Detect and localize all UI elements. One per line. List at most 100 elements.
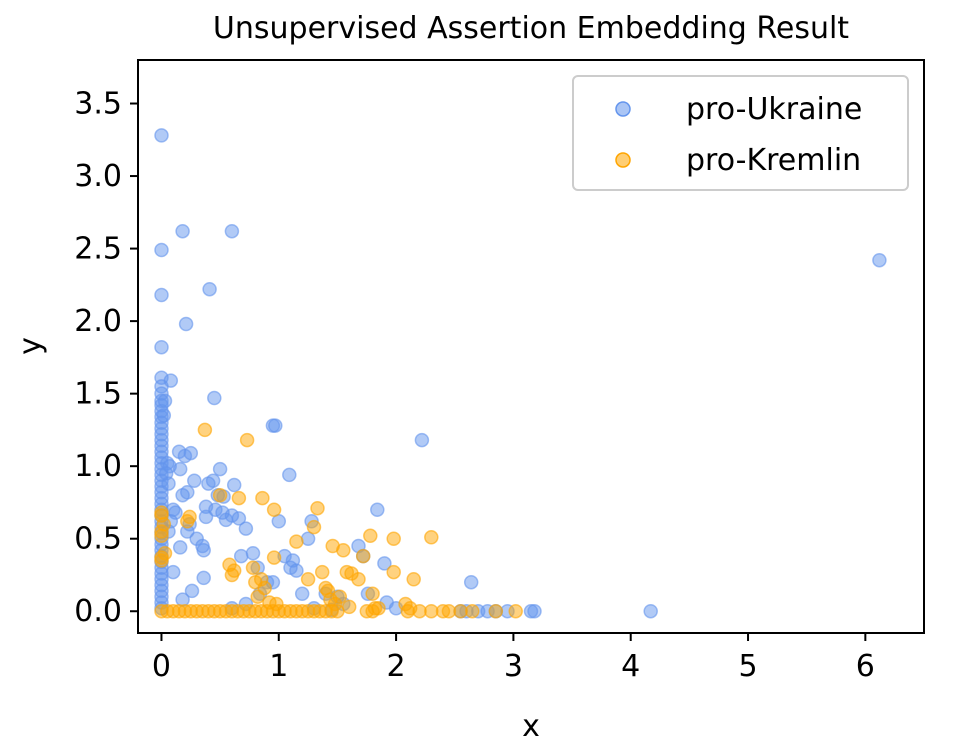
point-pro-kremlin-3 [154,528,169,544]
point-pro-ukraine-53 [202,281,217,297]
x-tick-label-4: 4 [621,649,640,684]
point-pro-kremlin-31 [310,500,325,516]
point-pro-kremlin-10 [239,432,255,448]
legend-label-pro-kremlin: pro-Kremlin [686,143,861,178]
point-pro-kremlin-37 [336,543,351,558]
point-pro-ukraine-116 [414,432,430,448]
point-pro-ukraine-66 [212,461,228,477]
point-pro-ukraine-67 [226,477,242,493]
x-tick-label-2: 2 [387,649,406,684]
point-pro-ukraine-55 [207,390,222,406]
point-pro-kremlin-25 [250,589,265,604]
point-pro-kremlin-49 [424,530,439,545]
y-tick-label-3: 1.5 [74,377,122,412]
point-pro-ukraine-92 [268,418,283,433]
point-pro-kremlin-93 [465,603,480,619]
point-pro-ukraine-88 [196,570,211,586]
x-tick-label-0: 0 [152,649,171,684]
point-pro-ukraine-59 [183,445,199,461]
point-pro-ukraine-75 [238,521,254,536]
x-tick-label-1: 1 [269,649,288,684]
point-pro-ukraine-104 [294,586,310,602]
point-pro-kremlin-28 [289,534,304,549]
point-pro-ukraine-49 [157,393,173,409]
y-tick-label-5: 2.5 [74,232,122,267]
plot-frame [137,59,925,634]
point-pro-ukraine-117 [463,574,479,590]
point-pro-ukraine-50 [156,408,172,423]
point-pro-kremlin-94 [488,603,504,619]
y-tick-label-4: 2.0 [74,304,122,339]
legend-marker-pro-kremlin [615,152,631,168]
y-tick-label-2: 1.0 [74,449,122,484]
y-axis-label: y [13,337,48,355]
y-axis: 0.0 0.5 1.0 1.5 2.0 2.5 3.0 3.5 [74,87,138,629]
x-tick-label-6: 6 [856,649,875,684]
point-pro-kremlin-40 [351,572,366,587]
legend: pro-Ukraine pro-Kremlin [572,75,909,191]
chart-title: Unsupervised Assertion Embedding Result [213,11,849,46]
point-pro-ukraine-54 [178,316,194,332]
point-pro-kremlin-41 [355,548,371,564]
point-pro-ukraine-1 [154,242,169,258]
point-pro-kremlin-9 [197,422,213,438]
point-pro-ukraine-114 [377,556,392,571]
point-pro-ukraine-131 [527,603,542,619]
point-pro-kremlin-8 [157,545,173,561]
point-pro-kremlin-82 [330,603,345,619]
point-pro-kremlin-32 [314,564,330,580]
point-pro-ukraine-2 [154,287,169,303]
point-pro-kremlin-11 [212,487,228,503]
x-axis: 0 1 2 3 4 5 6 [152,633,875,684]
point-pro-kremlin-7 [156,516,172,532]
point-pro-ukraine-113 [370,502,385,517]
point-pro-kremlin-19 [266,550,282,565]
point-pro-ukraine-3 [154,339,169,355]
point-pro-ukraine-87 [165,564,181,580]
point-pro-kremlin-43 [365,586,380,602]
x-axis-label: x [522,709,540,744]
point-pro-ukraine-76 [218,512,234,528]
point-pro-ukraine-81 [172,540,188,555]
y-tick-label-1: 0.5 [74,522,122,557]
point-pro-ukraine-96 [245,545,261,561]
point-pro-kremlin-21 [224,567,240,583]
point-pro-ukraine-95 [233,548,249,564]
point-pro-ukraine-48 [163,373,179,388]
legend-box [572,75,909,191]
point-pro-kremlin-20 [245,560,261,575]
point-pro-ukraine-133 [872,252,887,268]
point-pro-kremlin-46 [386,564,401,580]
point-pro-kremlin-95 [508,603,523,619]
point-pro-ukraine-60 [172,461,188,477]
point-pro-kremlin-16 [231,490,247,506]
x-tick-label-5: 5 [738,649,757,684]
y-tick-label-6: 3.0 [74,159,122,194]
point-pro-ukraine-47 [161,476,176,491]
y-tick-label-7: 3.5 [74,87,122,122]
point-pro-ukraine-65 [205,473,221,488]
y-tick-label-0: 0.0 [74,594,122,629]
point-pro-kremlin-48 [406,572,421,587]
point-pro-kremlin-45 [386,531,401,546]
legend-marker-pro-ukraine [615,101,631,117]
point-pro-ukraine-63 [175,487,190,503]
point-pro-ukraine-103 [289,563,304,578]
point-pro-ukraine-77 [198,509,214,525]
point-pro-kremlin-85 [367,601,383,616]
point-pro-ukraine-61 [187,473,202,488]
point-pro-ukraine-80 [196,543,211,558]
point-pro-ukraine-52 [224,223,240,239]
point-pro-ukraine-93 [282,467,297,483]
point-pro-kremlin-17 [255,490,270,506]
point-pro-kremlin-29 [300,572,316,587]
point-pro-ukraine-51 [175,223,190,239]
x-tick-label-3: 3 [504,649,523,684]
point-pro-kremlin-13 [182,509,197,525]
point-pro-kremlin-18 [266,502,282,517]
point-pro-kremlin-30 [306,519,322,535]
point-pro-kremlin-42 [363,528,378,544]
point-pro-kremlin-52 [341,599,357,615]
